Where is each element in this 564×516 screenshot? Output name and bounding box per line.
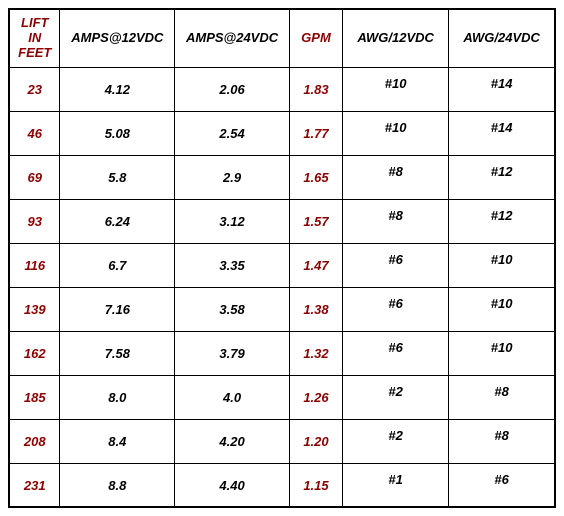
cell-r8-c3: 1.20 xyxy=(289,419,342,463)
cell-r7-c0: 185 xyxy=(9,375,60,419)
cell-r9-c4: #1 xyxy=(343,463,449,507)
cell-r9-c3: 1.15 xyxy=(289,463,342,507)
cell-r4-c5: #10 xyxy=(449,243,555,287)
cell-r9-c2: 4.40 xyxy=(175,463,290,507)
cell-r6-c5: #10 xyxy=(449,331,555,375)
cell-r4-c0: 116 xyxy=(9,243,60,287)
table-row: 465.082.541.77#10#14 xyxy=(9,111,555,155)
cell-r4-c3: 1.47 xyxy=(289,243,342,287)
column-header-5: AWG/24VDC xyxy=(449,9,555,67)
cell-r2-c3: 1.65 xyxy=(289,155,342,199)
cell-r3-c1: 6.24 xyxy=(60,199,175,243)
table-row: 1627.583.791.32#6#10 xyxy=(9,331,555,375)
table-row: 1858.04.01.26#2#8 xyxy=(9,375,555,419)
column-header-2: AMPS@24VDC xyxy=(175,9,290,67)
cell-r9-c1: 8.8 xyxy=(60,463,175,507)
cell-r2-c1: 5.8 xyxy=(60,155,175,199)
cell-r6-c3: 1.32 xyxy=(289,331,342,375)
cell-r6-c0: 162 xyxy=(9,331,60,375)
cell-r0-c0: 23 xyxy=(9,67,60,111)
cell-r2-c0: 69 xyxy=(9,155,60,199)
cell-r5-c1: 7.16 xyxy=(60,287,175,331)
cell-r3-c0: 93 xyxy=(9,199,60,243)
cell-r8-c5: #8 xyxy=(449,419,555,463)
cell-r6-c4: #6 xyxy=(343,331,449,375)
column-header-4: AWG/12VDC xyxy=(343,9,449,67)
table-row: 1166.73.351.47#6#10 xyxy=(9,243,555,287)
cell-r6-c1: 7.58 xyxy=(60,331,175,375)
table-header: LIFTINFEETAMPS@12VDCAMPS@24VDCGPMAWG/12V… xyxy=(9,9,555,67)
column-header-1: AMPS@12VDC xyxy=(60,9,175,67)
cell-r4-c1: 6.7 xyxy=(60,243,175,287)
table-row: 695.82.91.65#8#12 xyxy=(9,155,555,199)
cell-r7-c2: 4.0 xyxy=(175,375,290,419)
table-row: 234.122.061.83#10#14 xyxy=(9,67,555,111)
cell-r5-c3: 1.38 xyxy=(289,287,342,331)
cell-r5-c2: 3.58 xyxy=(175,287,290,331)
header-row: LIFTINFEETAMPS@12VDCAMPS@24VDCGPMAWG/12V… xyxy=(9,9,555,67)
table-row: 2088.44.201.20#2#8 xyxy=(9,419,555,463)
cell-r9-c5: #6 xyxy=(449,463,555,507)
cell-r3-c5: #12 xyxy=(449,199,555,243)
cell-r0-c5: #14 xyxy=(449,67,555,111)
cell-r2-c5: #12 xyxy=(449,155,555,199)
table-row: 936.243.121.57#8#12 xyxy=(9,199,555,243)
table-body: 234.122.061.83#10#14465.082.541.77#10#14… xyxy=(9,67,555,507)
column-header-0: LIFTINFEET xyxy=(9,9,60,67)
cell-r7-c5: #8 xyxy=(449,375,555,419)
cell-r1-c2: 2.54 xyxy=(175,111,290,155)
cell-r3-c4: #8 xyxy=(343,199,449,243)
cell-r5-c4: #6 xyxy=(343,287,449,331)
cell-r7-c3: 1.26 xyxy=(289,375,342,419)
pump-spec-table: LIFTINFEETAMPS@12VDCAMPS@24VDCGPMAWG/12V… xyxy=(8,8,556,508)
cell-r8-c2: 4.20 xyxy=(175,419,290,463)
cell-r0-c2: 2.06 xyxy=(175,67,290,111)
cell-r3-c3: 1.57 xyxy=(289,199,342,243)
table-row: 2318.84.401.15#1#6 xyxy=(9,463,555,507)
cell-r1-c3: 1.77 xyxy=(289,111,342,155)
column-header-3: GPM xyxy=(289,9,342,67)
cell-r1-c4: #10 xyxy=(343,111,449,155)
cell-r9-c0: 231 xyxy=(9,463,60,507)
cell-r7-c4: #2 xyxy=(343,375,449,419)
cell-r5-c0: 139 xyxy=(9,287,60,331)
table-row: 1397.163.581.38#6#10 xyxy=(9,287,555,331)
cell-r2-c4: #8 xyxy=(343,155,449,199)
cell-r1-c5: #14 xyxy=(449,111,555,155)
cell-r4-c2: 3.35 xyxy=(175,243,290,287)
cell-r0-c4: #10 xyxy=(343,67,449,111)
cell-r4-c4: #6 xyxy=(343,243,449,287)
cell-r8-c4: #2 xyxy=(343,419,449,463)
cell-r7-c1: 8.0 xyxy=(60,375,175,419)
cell-r8-c1: 8.4 xyxy=(60,419,175,463)
cell-r1-c0: 46 xyxy=(9,111,60,155)
cell-r6-c2: 3.79 xyxy=(175,331,290,375)
cell-r0-c1: 4.12 xyxy=(60,67,175,111)
cell-r5-c5: #10 xyxy=(449,287,555,331)
cell-r8-c0: 208 xyxy=(9,419,60,463)
cell-r1-c1: 5.08 xyxy=(60,111,175,155)
cell-r0-c3: 1.83 xyxy=(289,67,342,111)
cell-r2-c2: 2.9 xyxy=(175,155,290,199)
cell-r3-c2: 3.12 xyxy=(175,199,290,243)
